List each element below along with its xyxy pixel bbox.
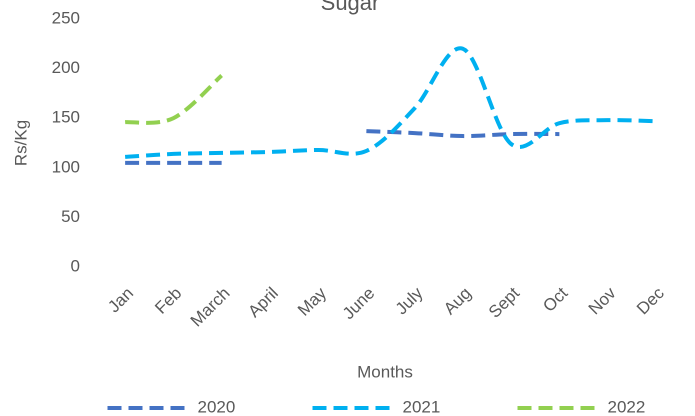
x-tick-label: Sept [485,283,523,321]
y-tick-label: 100 [52,157,80,176]
y-tick-label: 50 [61,207,80,226]
x-tick-label: April [244,284,281,321]
line [124,74,223,125]
x-tick-label: Aug [440,284,475,319]
y-tick-label: 150 [52,108,80,127]
x-tick-label: Feb [151,284,185,318]
x-tick-label: Oct [539,283,571,315]
x-tick-label: Jan [104,284,137,317]
line [125,46,656,159]
x-tick-label: June [339,284,379,324]
x-tick-label: July [392,283,427,318]
line [125,129,560,165]
legend-label: 2022 [608,397,646,416]
x-tick-label: Dec [633,283,668,318]
legend-label: 2021 [403,397,441,416]
x-tick-label: Nov [585,283,620,318]
chart-title: Sugar [321,0,380,15]
y-tick-label: 250 [52,8,80,27]
y-tick-label: 0 [71,256,80,275]
x-axis-title: Months [357,362,413,381]
y-axis-title: Rs/Kg [11,120,30,166]
x-tick-label: March [187,284,234,331]
y-tick-label: 200 [52,58,80,77]
legend-label: 2020 [198,397,236,416]
x-tick-label: May [294,283,330,319]
